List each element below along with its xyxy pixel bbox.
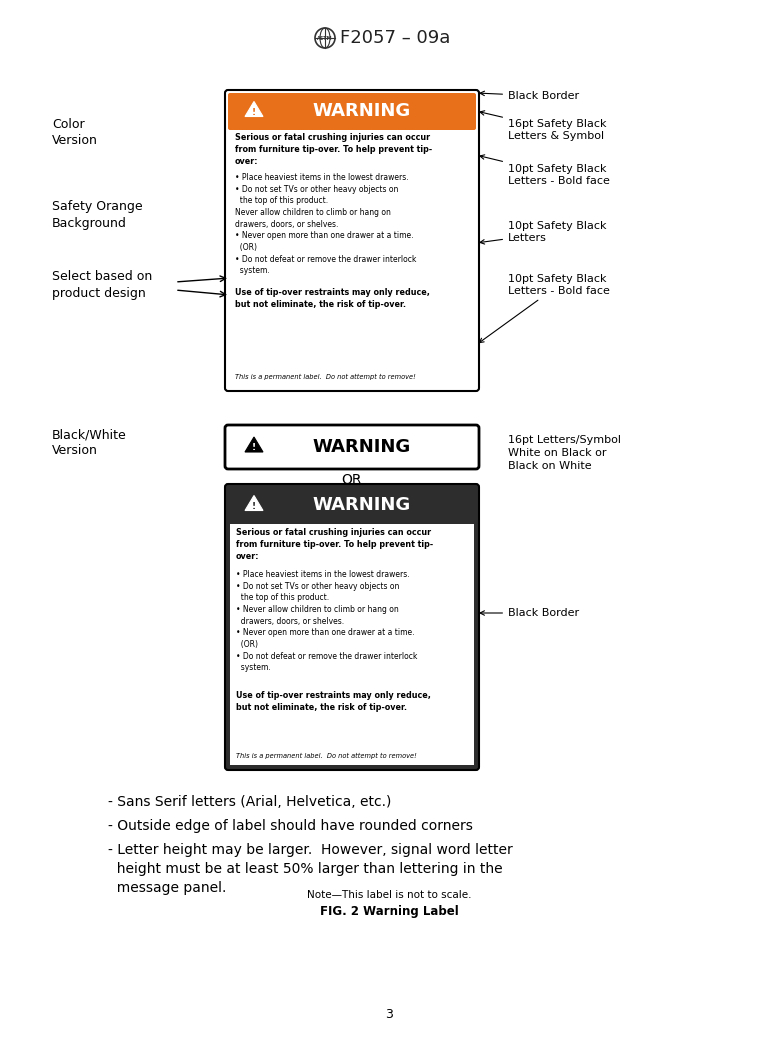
Text: • Place heaviest items in the lowest drawers.
• Do not set TVs or other heavy ob: • Place heaviest items in the lowest dra… [235,173,416,275]
Text: !: ! [252,443,256,453]
Text: 10pt Safety Black
Letters - Bold face: 10pt Safety Black Letters - Bold face [480,155,610,185]
Text: Color
Version: Color Version [52,118,98,148]
Text: 16pt Letters/Symbol
White on Black or
Black on White: 16pt Letters/Symbol White on Black or Bl… [508,435,621,471]
Polygon shape [245,496,263,510]
Text: Black Border: Black Border [480,608,579,618]
FancyBboxPatch shape [228,93,476,130]
Text: OR: OR [342,473,363,487]
FancyBboxPatch shape [225,90,479,391]
FancyBboxPatch shape [225,425,479,469]
FancyBboxPatch shape [225,484,479,770]
Text: 10pt Safety Black
Letters: 10pt Safety Black Letters [480,221,607,244]
FancyBboxPatch shape [230,95,474,125]
Text: WARNING: WARNING [313,497,411,514]
Text: Use of tip-over restraints may only reduce,
but not eliminate, the risk of tip-o: Use of tip-over restraints may only redu… [236,691,431,712]
Text: 16pt Safety Black
Letters & Symbol: 16pt Safety Black Letters & Symbol [480,110,607,141]
Text: F2057 – 09a: F2057 – 09a [340,29,450,47]
Text: Safety Orange
Background: Safety Orange Background [52,200,142,229]
Text: Serious or fatal crushing injuries can occur
from furniture tip-over. To help pr: Serious or fatal crushing injuries can o… [236,528,433,561]
Text: This is a permanent label.  Do not attempt to remove!: This is a permanent label. Do not attemp… [235,374,415,380]
FancyBboxPatch shape [230,524,474,765]
Text: Black Border: Black Border [480,91,579,101]
Text: FIG. 2 Warning Label: FIG. 2 Warning Label [320,905,458,918]
Text: Note—This label is not to scale.: Note—This label is not to scale. [307,890,471,900]
Text: - Sans Serif letters (Arial, Helvetica, etc.): - Sans Serif letters (Arial, Helvetica, … [108,795,391,809]
Text: - Outside edge of label should have rounded corners: - Outside edge of label should have roun… [108,819,473,833]
Polygon shape [245,102,263,117]
Text: - Letter height may be larger.  However, signal word letter
  height must be at : - Letter height may be larger. However, … [108,843,513,895]
Text: !: ! [252,502,256,511]
Text: This is a permanent label.  Do not attempt to remove!: This is a permanent label. Do not attemp… [236,753,417,759]
Text: Use of tip-over restraints may only reduce,
but not eliminate, the risk of tip-o: Use of tip-over restraints may only redu… [235,288,430,309]
Text: Black/White
Version: Black/White Version [52,428,127,457]
Text: • Place heaviest items in the lowest drawers.
• Do not set TVs or other heavy ob: • Place heaviest items in the lowest dra… [236,570,417,672]
Text: !: ! [252,108,256,117]
Text: Serious or fatal crushing injuries can occur
from furniture tip-over. To help pr: Serious or fatal crushing injuries can o… [235,133,432,166]
Polygon shape [245,437,263,452]
Text: 10pt Safety Black
Letters - Bold face: 10pt Safety Black Letters - Bold face [479,274,610,342]
Text: WARNING: WARNING [313,102,411,121]
Text: 3: 3 [385,1009,393,1021]
Text: Select based on
product design: Select based on product design [52,270,152,300]
Text: ASTM: ASTM [317,35,333,41]
Text: WARNING: WARNING [313,438,411,456]
